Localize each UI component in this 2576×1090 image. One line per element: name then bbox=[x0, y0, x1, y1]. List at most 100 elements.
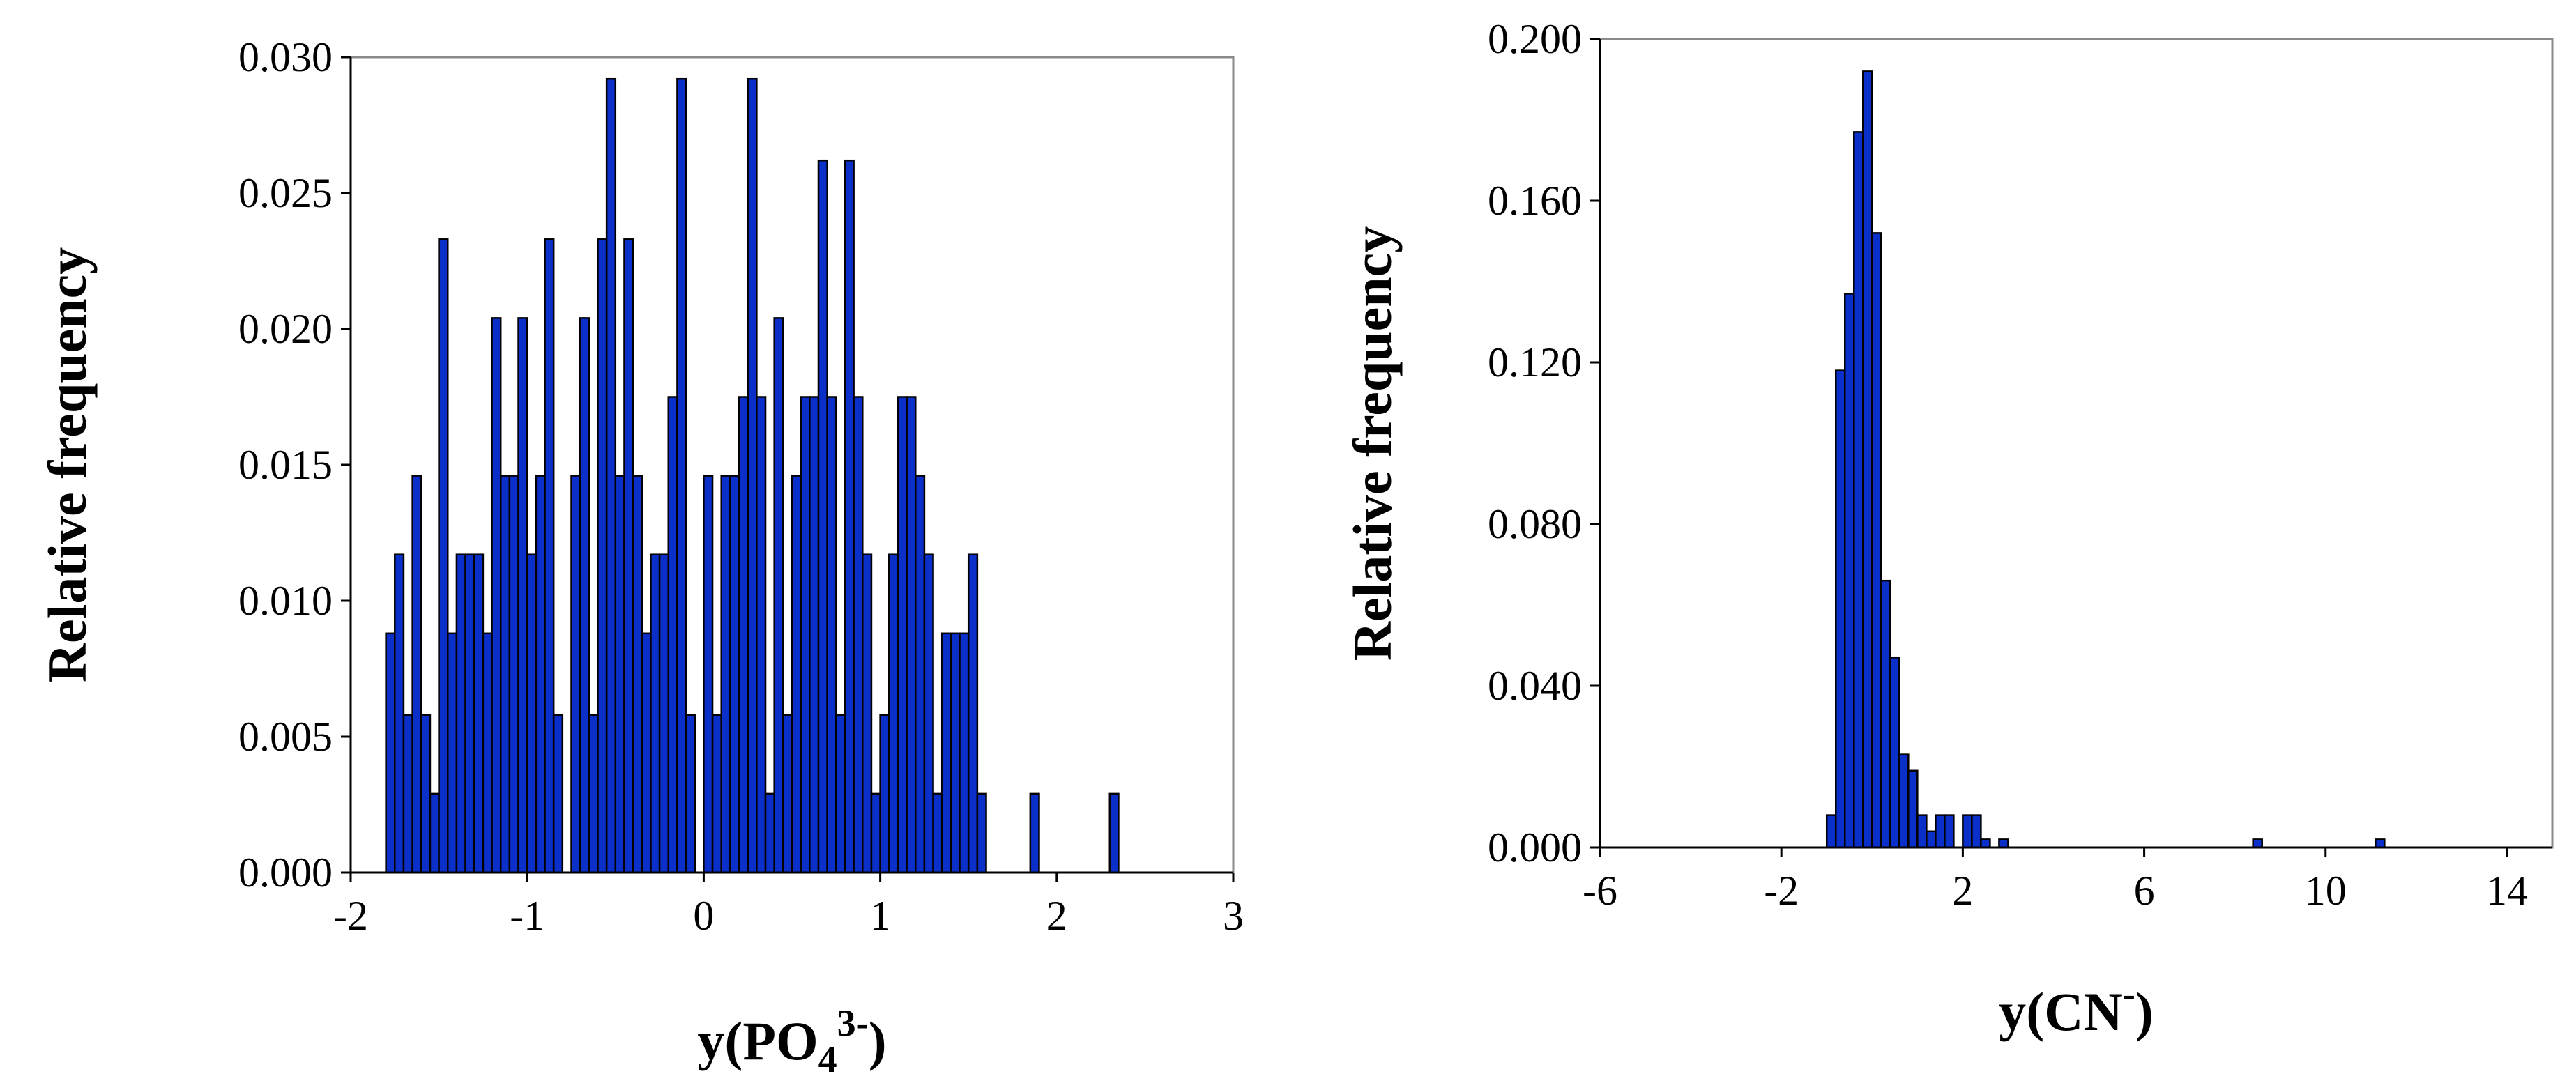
histogram-bar bbox=[1029, 792, 1040, 874]
histogram-bar bbox=[835, 714, 846, 874]
histogram-bar bbox=[438, 238, 449, 874]
histogram-bar bbox=[1898, 753, 1910, 849]
histogram-bars bbox=[385, 77, 1120, 874]
histogram-bar bbox=[853, 396, 864, 874]
x-tick-label: 2 bbox=[1046, 893, 1067, 939]
histogram-bar bbox=[473, 553, 485, 874]
histogram-bar bbox=[517, 317, 528, 874]
histogram-bar bbox=[703, 475, 714, 874]
histogram-bar bbox=[482, 632, 493, 874]
x-tick-label: 2 bbox=[1952, 868, 1973, 914]
histogram-bar bbox=[959, 632, 970, 874]
histogram-bar bbox=[906, 396, 917, 874]
x-tick-label: 0 bbox=[693, 893, 714, 939]
histogram-bar bbox=[402, 714, 413, 874]
histogram-bar bbox=[535, 475, 546, 874]
y-tick-label: 0.200 bbox=[1488, 16, 1582, 62]
histogram-bar bbox=[1844, 293, 1855, 849]
histogram-bar bbox=[967, 553, 979, 874]
histogram-bar bbox=[676, 77, 687, 874]
y-axis-title: Relative frequency bbox=[1342, 226, 1403, 661]
y-axis-title: Relative frequency bbox=[37, 247, 98, 683]
histogram-bar bbox=[394, 553, 405, 874]
x-tick-label: 3 bbox=[1223, 893, 1244, 939]
histogram-bar bbox=[888, 553, 899, 874]
histogram-bar bbox=[420, 714, 432, 874]
histogram-bar bbox=[1853, 131, 1864, 849]
cyanide-histogram: 0.000 0.040 0.080 0.120 0.160 0.200 -6 -2 2 6 10 1… bbox=[1342, 16, 2554, 1042]
y-tick-label: 0.040 bbox=[1488, 663, 1582, 709]
x-tick-label: 6 bbox=[2134, 868, 2155, 914]
x-axis-title: y(CN-) bbox=[1999, 973, 2154, 1042]
x-tick-label: -2 bbox=[1764, 868, 1799, 914]
x-axis-ticks: -2 -1 0 1 2 3 bbox=[333, 873, 1244, 939]
x-tick-label: -2 bbox=[333, 893, 368, 939]
histogram-bar bbox=[826, 396, 837, 874]
x-axis-ticks: -6 -2 2 6 10 14 bbox=[1583, 847, 2528, 914]
histogram-bar bbox=[1835, 369, 1846, 849]
histogram-bar bbox=[1980, 838, 1991, 849]
y-axis-ticks: 0.000 0.005 0.010 0.015 0.020 0.025 0.030 bbox=[238, 34, 351, 896]
histogram-bar bbox=[429, 792, 440, 874]
x-axis-title-main: y(PO bbox=[697, 1011, 818, 1071]
histogram-bar bbox=[800, 396, 811, 874]
histogram-bar bbox=[464, 553, 475, 874]
histogram-bar bbox=[650, 553, 661, 874]
histogram-bar bbox=[499, 475, 511, 874]
histogram-bar bbox=[597, 238, 608, 874]
y-tick-label: 0.080 bbox=[1488, 501, 1582, 547]
histogram-bar bbox=[526, 553, 538, 874]
histogram-bar bbox=[447, 632, 458, 874]
plot-area-frame bbox=[1599, 38, 2554, 849]
histogram-bar bbox=[711, 714, 722, 874]
histogram-bar bbox=[508, 475, 519, 874]
histogram-bar bbox=[976, 792, 987, 874]
histogram-bar bbox=[1944, 814, 1955, 849]
histogram-bar bbox=[773, 317, 784, 874]
histogram-bar bbox=[809, 396, 820, 874]
histogram-bar bbox=[1916, 814, 1928, 849]
y-tick-label: 0.010 bbox=[238, 578, 333, 624]
y-tick-label: 0.120 bbox=[1488, 339, 1582, 385]
histogram-bar bbox=[1108, 792, 1120, 874]
x-axis-title-main: y(CN bbox=[1999, 981, 2123, 1042]
x-tick-label: -1 bbox=[510, 893, 544, 939]
histogram-bar bbox=[1971, 814, 1982, 849]
histogram-bar bbox=[2252, 838, 2263, 849]
x-tick-label: 1 bbox=[870, 893, 891, 939]
y-tick-label: 0.025 bbox=[238, 170, 333, 216]
histogram-bar bbox=[667, 396, 678, 874]
histogram-bar bbox=[605, 77, 617, 874]
histogram-bar bbox=[641, 632, 652, 874]
y-tick-label: 0.160 bbox=[1488, 178, 1582, 224]
histogram-bar bbox=[385, 632, 396, 874]
histogram-bar bbox=[764, 792, 775, 874]
x-axis-title-superscript: 3- bbox=[837, 1002, 869, 1044]
histogram-bar bbox=[623, 238, 634, 874]
histogram-bar bbox=[923, 553, 934, 874]
histogram-bar bbox=[1998, 838, 2009, 849]
histogram-bar bbox=[862, 553, 873, 874]
histogram-bar bbox=[658, 553, 670, 874]
y-tick-label: 0.015 bbox=[238, 442, 333, 488]
histogram-bar bbox=[870, 792, 881, 874]
histogram-bar bbox=[1825, 814, 1837, 849]
histogram-bar bbox=[914, 475, 926, 874]
y-axis-ticks: 0.000 0.040 0.080 0.120 0.160 0.200 bbox=[1488, 16, 1600, 870]
histogram-bar bbox=[491, 317, 502, 874]
histogram-bar bbox=[747, 77, 758, 874]
histogram-bar bbox=[685, 714, 696, 874]
histogram-bar bbox=[738, 396, 749, 874]
histogram-bar bbox=[950, 632, 961, 874]
x-axis-title-subscript: 4 bbox=[818, 1038, 837, 1080]
histogram-bar bbox=[729, 475, 740, 874]
histogram-bar bbox=[588, 714, 599, 874]
histogram-bar bbox=[897, 396, 908, 874]
histogram-bar bbox=[1962, 814, 1973, 849]
x-tick-label: -6 bbox=[1583, 868, 1617, 914]
histogram-bar bbox=[1907, 769, 1919, 849]
x-axis-title-close: ) bbox=[2135, 981, 2154, 1042]
histogram-bar bbox=[1935, 814, 1946, 849]
y-tick-label: 0.000 bbox=[238, 850, 333, 896]
histogram-bar bbox=[2375, 838, 2386, 849]
